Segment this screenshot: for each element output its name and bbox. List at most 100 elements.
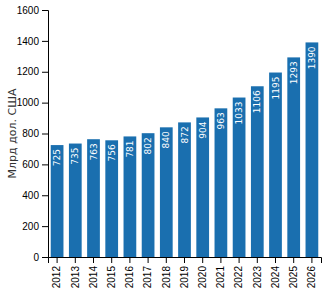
plot: 0200400600800100012001400160020122013201… — [17, 5, 322, 289]
y-tick-label: 200 — [22, 221, 39, 232]
x-tick-label: 2020 — [197, 266, 208, 289]
x-tick-mark — [311, 257, 312, 263]
x-tick-label: 2014 — [88, 266, 99, 289]
y-tick-label: 800 — [22, 128, 39, 139]
bar — [306, 42, 319, 257]
y-axis-line — [42, 11, 49, 258]
x-tick-mark — [148, 257, 149, 263]
x-tick-label: 2022 — [233, 266, 244, 289]
x-tick: 2013 — [70, 257, 81, 288]
data-label: 872 — [180, 126, 190, 143]
x-tick-label: 2018 — [161, 266, 172, 289]
x-tick-label: 2023 — [252, 266, 263, 289]
y-tick-mark — [42, 195, 48, 196]
bars — [51, 42, 319, 257]
data-label: 1033 — [234, 102, 244, 125]
y-tick: 800 — [22, 128, 48, 139]
x-tick-label: 2015 — [106, 266, 117, 289]
y-tick: 600 — [22, 159, 48, 170]
data-labels: 7257357637567818028408729049631033110611… — [52, 46, 317, 166]
y-tick: 1400 — [17, 36, 48, 47]
y-tick: 0 — [33, 252, 48, 263]
x-tick-label: 2021 — [215, 266, 226, 289]
y-tick: 1600 — [17, 5, 48, 16]
y-tick-mark — [42, 72, 48, 73]
x-tick: 2020 — [197, 257, 208, 288]
x-tick-label: 2024 — [270, 266, 281, 289]
data-label: 963 — [216, 112, 226, 129]
y-tick-mark — [42, 134, 48, 135]
y-axis: 0 200 400 600 800 1000 1200 1400 1600 — [17, 5, 49, 263]
data-label: 904 — [198, 121, 208, 138]
bar — [142, 133, 155, 257]
bar — [251, 86, 264, 257]
x-tick-label: 2019 — [179, 266, 190, 289]
x-tick-label: 2016 — [124, 266, 135, 289]
data-label: 756 — [107, 144, 117, 161]
x-tick: 2019 — [179, 257, 190, 288]
y-tick-label: 1400 — [17, 36, 40, 47]
x-tick-mark — [257, 257, 258, 263]
data-label: 735 — [70, 148, 80, 165]
x-axis-line — [49, 258, 322, 264]
data-label: 1293 — [289, 61, 299, 84]
data-label: 1195 — [271, 77, 281, 100]
bar — [105, 140, 118, 257]
y-tick-label: 1000 — [17, 97, 40, 108]
bar — [178, 122, 191, 257]
x-tick: 2017 — [142, 257, 153, 288]
bar — [287, 57, 300, 257]
x-tick-label: 2025 — [288, 266, 299, 289]
y-tick: 1000 — [17, 97, 48, 108]
y-tick-label: 600 — [22, 159, 39, 170]
bar — [233, 98, 246, 257]
y-tick-mark — [42, 41, 48, 42]
y-tick: 400 — [22, 190, 48, 201]
data-label: 1106 — [252, 90, 262, 113]
bar — [69, 144, 82, 257]
x-tick-mark — [57, 257, 58, 263]
x-tick: 2026 — [306, 257, 317, 288]
x-tick-mark — [93, 257, 94, 263]
data-label: 840 — [161, 131, 171, 148]
data-label: 1390 — [307, 46, 317, 69]
y-tick: 1200 — [17, 66, 48, 77]
y-tick-label: 400 — [22, 190, 39, 201]
x-tick-mark — [184, 257, 185, 263]
x-tick: 2023 — [252, 257, 263, 288]
data-label: 725 — [52, 149, 62, 166]
data-label: 763 — [89, 143, 99, 160]
chart: 0200400600800100012001400160020122013201… — [0, 0, 331, 295]
x-tick: 2024 — [270, 257, 281, 288]
bar — [196, 117, 209, 257]
x-tick: 2022 — [233, 257, 244, 288]
x-tick-mark — [202, 257, 203, 263]
x-axis: 2012 2013 2014 2015 2016 2017 2018 2019 2020 2021… — [49, 257, 322, 288]
x-tick: 2016 — [124, 257, 135, 288]
data-label: 802 — [143, 137, 153, 154]
x-tick-label: 2026 — [306, 266, 317, 289]
x-tick-mark — [239, 257, 240, 263]
x-tick-mark — [166, 257, 167, 263]
x-tick-mark — [111, 257, 112, 263]
x-tick-mark — [75, 257, 76, 263]
x-tick-mark — [293, 257, 294, 263]
bar — [51, 145, 64, 257]
x-tick-label: 2013 — [70, 266, 81, 289]
x-tick-mark — [129, 257, 130, 263]
y-tick-label: 1200 — [17, 66, 40, 77]
y-tick-mark — [42, 103, 48, 104]
x-tick: 2012 — [51, 257, 62, 288]
x-tick: 2025 — [288, 257, 299, 288]
bar — [215, 108, 228, 257]
y-tick-mark — [42, 10, 48, 11]
bar — [269, 73, 282, 257]
x-tick-label: 2017 — [142, 266, 153, 289]
x-tick-label: 2012 — [51, 266, 62, 289]
x-tick: 2018 — [161, 257, 172, 288]
y-tick-mark — [42, 164, 48, 165]
y-tick-label: 1600 — [17, 5, 40, 16]
y-axis-title: Млрд дол. США — [6, 88, 19, 178]
y-tick-label: 0 — [33, 252, 39, 263]
bar — [87, 139, 100, 257]
